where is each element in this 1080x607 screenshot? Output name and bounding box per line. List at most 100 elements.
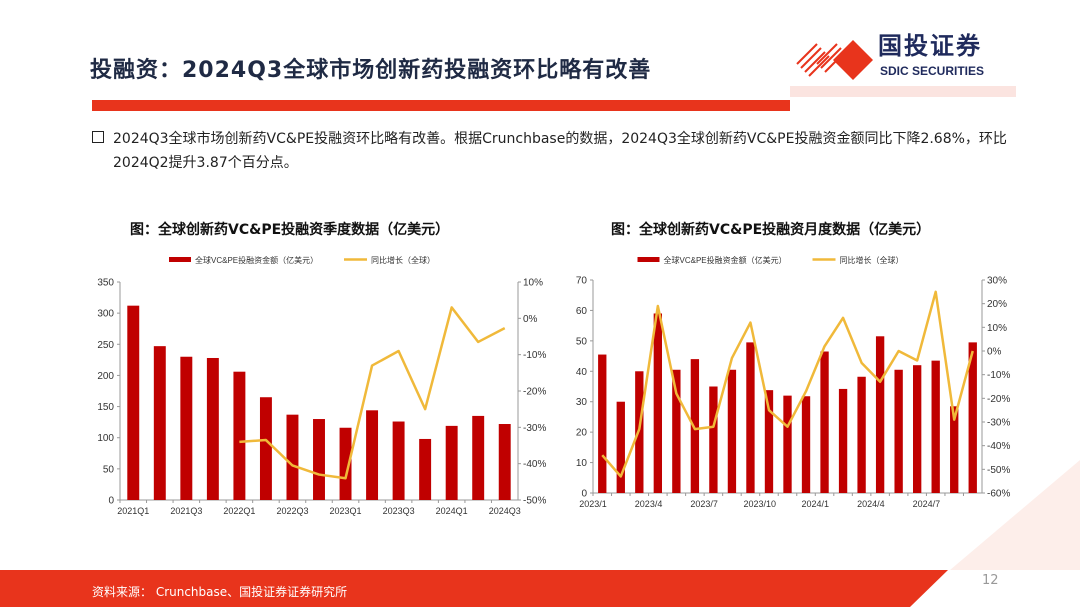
- bar-2021Q2: [153, 346, 166, 500]
- legend-line-label: 同比增长（全球）: [840, 255, 904, 265]
- bar-2024/7: [931, 360, 940, 493]
- x-tick-label: 2024Q3: [489, 506, 521, 516]
- x-tick-label: 2024Q1: [436, 506, 468, 516]
- bar-2023Q3: [392, 421, 405, 500]
- right-tick-label: -20%: [523, 387, 546, 398]
- bar-2024Q3: [498, 424, 511, 500]
- x-tick-label: 2024/4: [857, 499, 885, 509]
- left-tick-label: 70: [576, 276, 588, 287]
- right-tick-label: -40%: [987, 441, 1010, 452]
- bar-2023/4: [653, 313, 663, 493]
- left-tick-label: 50: [103, 464, 115, 475]
- title-underline-bar: [92, 100, 790, 111]
- bar-2024/6: [912, 365, 922, 493]
- right-tick-label: -40%: [523, 459, 546, 470]
- bar-2023/7: [709, 386, 718, 493]
- bar-2022Q2: [259, 397, 272, 500]
- bar-2023/6: [690, 359, 700, 493]
- left-tick-label: 250: [97, 340, 114, 351]
- bar-2023/9: [746, 342, 755, 493]
- logo-text-cn: 国投证券: [878, 32, 982, 60]
- bar-2023/10: [764, 390, 774, 493]
- sdic-logo-mark: [795, 38, 875, 82]
- right-tick-label: -50%: [523, 496, 546, 507]
- bar-2022Q4: [313, 419, 325, 500]
- summary-text: 2024Q3全球市场创新药VC&PE投融资环比略有改善。根据Crunchbase…: [113, 131, 1007, 171]
- bar-2023/5: [672, 369, 681, 493]
- quarterly-chart: 全球VC&PE投融资金额（亿美元） 同比增长（全球） 0 50 100 150 200 250…: [97, 255, 546, 516]
- legend-bar-label: 全球VC&PE投融资金额（亿美元）: [664, 255, 787, 265]
- bar-2024/3: [857, 376, 866, 493]
- bar-2023Q2: [366, 410, 379, 500]
- x-tick-label: 2022Q3: [276, 506, 308, 516]
- bar-2023/12: [801, 396, 811, 493]
- left-tick-label: 100: [97, 433, 114, 444]
- source-note: 资料来源： Crunchbase、国投证券证券研究所: [92, 585, 348, 599]
- right-tick-label: 10%: [523, 278, 543, 289]
- x-tick-label: 2023/7: [690, 499, 718, 509]
- left-tick-label: 200: [97, 371, 114, 382]
- x-tick-label: 2022Q1: [223, 506, 255, 516]
- x-tick-label: 2021Q3: [170, 506, 202, 516]
- right-tick-label: -60%: [987, 489, 1010, 500]
- bar-2023/11: [783, 395, 792, 493]
- title-accent-bar: [790, 86, 1016, 97]
- bar-2024/2: [838, 388, 848, 493]
- x-tick-label: 2023/1: [579, 499, 607, 509]
- x-tick-label: 2023Q3: [383, 506, 415, 516]
- right-tick-label: 20%: [987, 299, 1007, 310]
- right-tick-label: -30%: [523, 423, 546, 434]
- bar-2022Q1: [233, 371, 246, 500]
- footer-decoration: [950, 460, 1080, 570]
- bar-2023/8: [727, 369, 737, 493]
- x-tick-label: 2023/10: [743, 499, 776, 509]
- chart-title-monthly: 图：全球创新药VC&PE投融资月度数据（亿美元）: [611, 222, 931, 238]
- legend-line-label: 同比增长（全球）: [371, 255, 435, 265]
- right-tick-label: 0%: [987, 347, 1002, 358]
- x-tick-label: 2024/1: [802, 499, 830, 509]
- footer-band: [0, 570, 948, 607]
- left-tick-label: 10: [576, 458, 588, 469]
- right-tick-label: -50%: [987, 465, 1010, 476]
- bar-2021Q3: [180, 356, 193, 500]
- bullet-icon: [92, 131, 104, 143]
- bar-2023Q1: [339, 427, 352, 500]
- bar-2021Q4: [206, 357, 219, 500]
- x-tick-label: 2021Q1: [117, 506, 149, 516]
- legend-bar-label: 全球VC&PE投融资金额（亿美元）: [195, 255, 318, 265]
- left-tick-label: 150: [97, 402, 114, 413]
- right-tick-label: -20%: [987, 394, 1010, 405]
- monthly-chart: 全球VC&PE投融资金额（亿美元） 同比增长（全球） 0 10 20 30 40 50 60 70…: [576, 255, 1011, 509]
- bar-2024/5: [894, 369, 903, 493]
- legend-bar-swatch: [169, 257, 191, 262]
- left-tick-label: 350: [97, 278, 114, 289]
- right-tick-label: 0%: [523, 314, 538, 325]
- chart-title-quarterly: 图：全球创新药VC&PE投融资季度数据（亿美元）: [130, 222, 450, 238]
- legend-bar-swatch: [637, 257, 660, 262]
- left-tick-label: 50: [576, 336, 588, 347]
- page-number: 12: [982, 573, 999, 588]
- bar-2024/4: [875, 336, 885, 493]
- bar-2024Q1: [445, 425, 458, 500]
- bar-2024Q2: [472, 415, 485, 500]
- left-tick-label: 300: [97, 309, 114, 320]
- page-title: 投融资：2024Q3全球市场创新药投融资环比略有改善: [90, 58, 652, 83]
- bar-2024/9: [968, 342, 977, 493]
- x-tick-label: 2023/4: [635, 499, 663, 509]
- x-tick-label: 2024/7: [913, 499, 941, 509]
- bar-2023Q4: [419, 438, 432, 500]
- bar-2024/1: [820, 351, 829, 493]
- left-tick-label: 0: [581, 489, 587, 500]
- left-tick-label: 40: [576, 367, 588, 378]
- x-tick-label: 2023Q1: [330, 506, 362, 516]
- bar-2024/8: [950, 406, 959, 493]
- bar-2023/1: [598, 354, 607, 493]
- right-tick-label: -10%: [987, 370, 1010, 381]
- left-tick-label: 30: [576, 397, 588, 408]
- right-tick-label: -30%: [987, 418, 1010, 429]
- left-tick-label: 0: [108, 496, 114, 507]
- logo-text-en: SDIC SECURITIES: [880, 64, 985, 78]
- left-tick-label: 60: [576, 306, 588, 317]
- bar-2023/2: [616, 401, 625, 493]
- right-tick-label: 10%: [987, 323, 1007, 334]
